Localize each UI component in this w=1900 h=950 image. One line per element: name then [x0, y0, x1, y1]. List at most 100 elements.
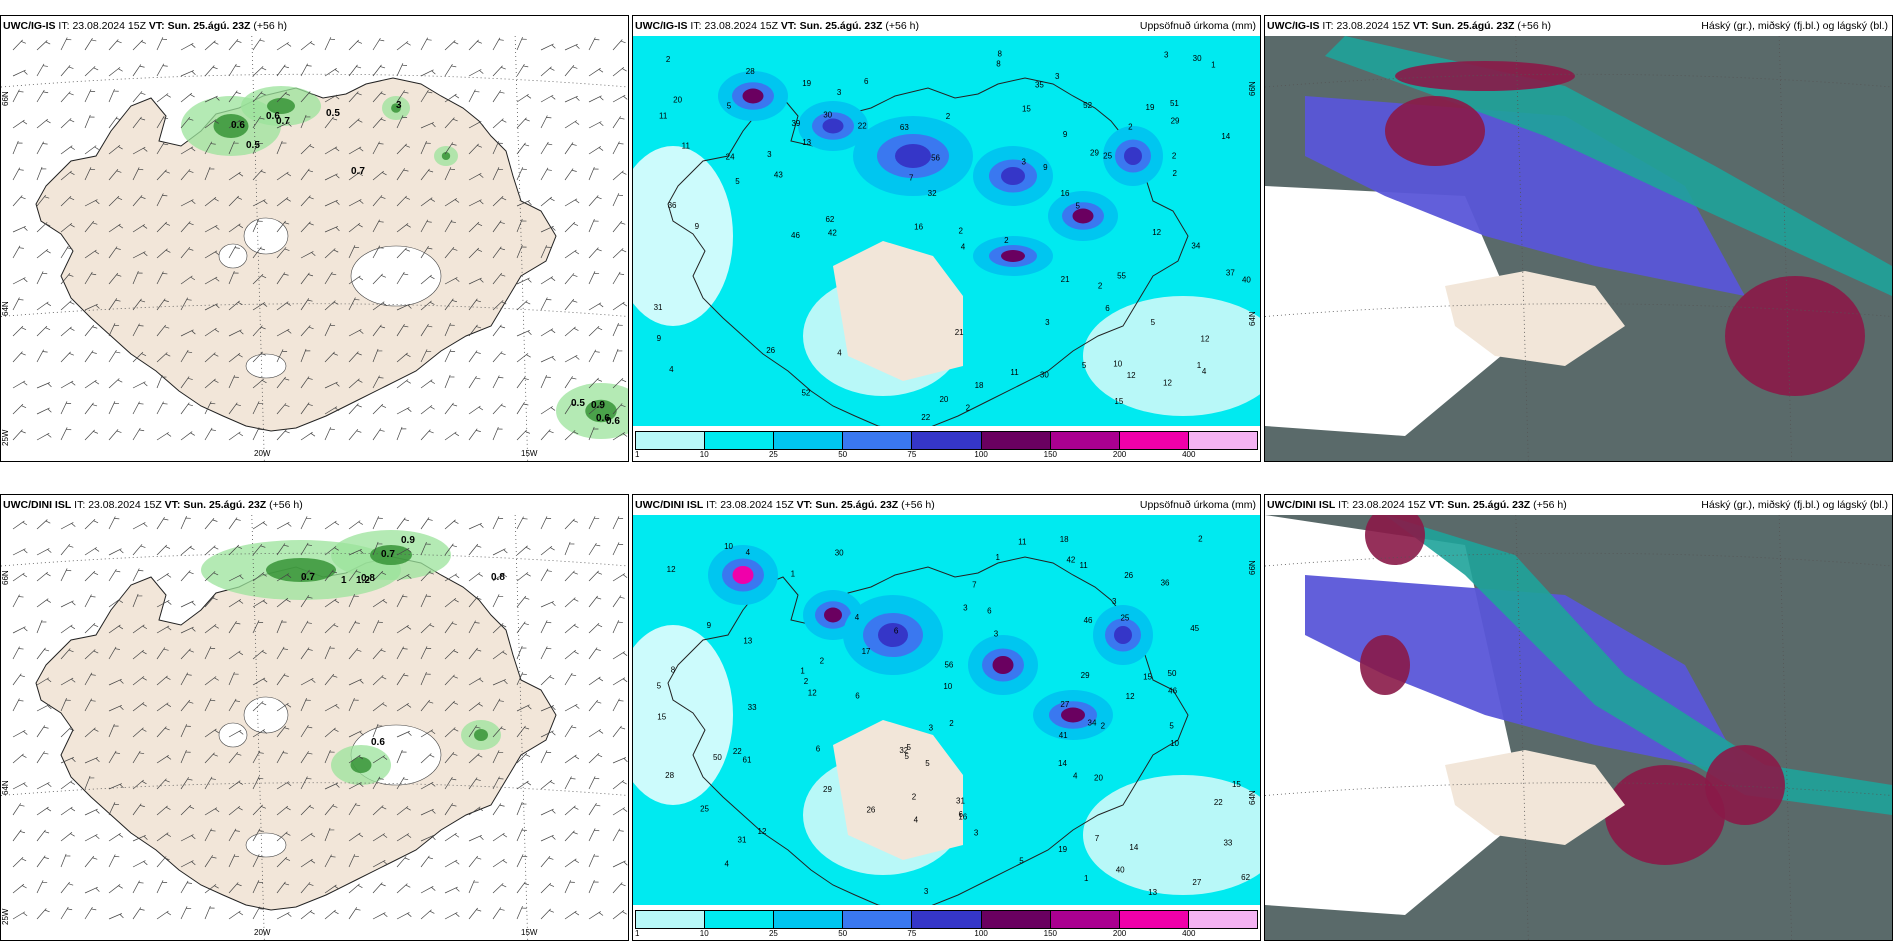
- lon-label: 25W: [1, 908, 10, 925]
- colorbar-box: [705, 911, 775, 928]
- value-label: 55: [1117, 272, 1126, 281]
- value-label: 3: [974, 829, 979, 838]
- value-label: 1: [1084, 874, 1089, 883]
- value-label: 3: [963, 603, 968, 612]
- value-label: 28: [665, 771, 674, 780]
- panel-header: UWC/DINI ISL IT: 23.08.2024 15Z VT: Sun.…: [635, 499, 935, 511]
- value-label: 0.7: [301, 572, 315, 583]
- dry-area: [833, 720, 963, 860]
- value-label: 30: [1040, 371, 1049, 380]
- value-label: 3: [994, 630, 999, 639]
- lat-label: 64N: [1248, 311, 1257, 326]
- colorbar-boxes: [635, 431, 1258, 450]
- value-label: 6: [958, 810, 963, 819]
- colorbar-labels: 1 10 25 50 75 100 150 200 400: [635, 929, 1258, 940]
- value-label: 46: [1168, 687, 1177, 696]
- value-label: 3: [924, 887, 929, 896]
- iceland-land: [35, 77, 557, 432]
- value-label: 18: [1060, 535, 1069, 544]
- colorbar-box: [636, 432, 706, 449]
- value-label: 36: [1161, 578, 1170, 587]
- value-label: 30: [823, 111, 832, 120]
- colorbar-labels: 1 10 25 50 75 100 150 200 400: [635, 450, 1258, 461]
- value-label: 12: [1163, 378, 1172, 387]
- value-label: 0.8: [491, 572, 505, 583]
- accumulated-precip-map-igis: UWC/IG-IS IT: 23.08.2024 15Z VT: Sun. 25…: [632, 15, 1261, 462]
- value-label: 11: [1010, 368, 1019, 377]
- map-area: 14 15 15 22 19 25 50 56 33 40 34 41 28 20 29 27 36 50 26 6 5…: [633, 515, 1260, 911]
- value-label: 2: [1098, 282, 1103, 291]
- lead-time: (+56 h): [253, 20, 287, 32]
- value-label: 4: [725, 860, 730, 869]
- colorbar-boxes: [635, 910, 1258, 929]
- issue-time-label: IT:: [58, 20, 70, 32]
- lead-time: (+56 h): [885, 20, 919, 32]
- value-label: 4: [914, 816, 919, 825]
- valid-time-label: VT:: [1412, 20, 1429, 32]
- valid-time-value: Sun. 25.ágú. 23Z: [167, 20, 251, 32]
- iceland-land: [35, 556, 557, 911]
- value-label: 40: [1116, 865, 1125, 874]
- value-label: 39: [791, 119, 800, 128]
- value-label: 32: [899, 746, 908, 755]
- valid-time-label: VT:: [148, 20, 165, 32]
- value-label: 42: [828, 228, 837, 237]
- value-label: 12: [1201, 334, 1210, 343]
- value-label: 2: [1101, 721, 1106, 730]
- valid-time-value: Sun. 25.ágú. 23Z: [1447, 499, 1531, 511]
- value-label: 19: [1146, 103, 1155, 112]
- value-label: 1.2: [356, 575, 370, 586]
- lat-label: 66N: [1, 91, 10, 106]
- panel-header: UWC/IG-IS IT: 23.08.2024 15Z VT: Sun. 25…: [3, 20, 287, 32]
- colorbar-tick-label: 400: [1182, 450, 1196, 459]
- value-label: 8: [671, 665, 676, 674]
- value-label: 8: [996, 60, 1001, 69]
- mid-cloud: [1325, 36, 1892, 296]
- value-label: 56: [931, 154, 940, 163]
- value-label: 28: [746, 67, 755, 76]
- value-label: 20: [1094, 773, 1103, 782]
- value-label: 56: [944, 660, 953, 669]
- colorbar-tick-label: 200: [1112, 450, 1127, 459]
- value-label: 13: [802, 138, 811, 147]
- panel-title-right: Uppsöfnuð úrkoma (mm): [1139, 499, 1256, 511]
- model-name: UWC/IG-IS: [635, 20, 688, 32]
- wind-precip-map-dini: UWC/DINI ISL IT: 23.08.2024 15Z VT: Sun.…: [0, 494, 629, 941]
- value-label: 3: [767, 150, 772, 159]
- high-cloud-core: [1725, 276, 1865, 396]
- value-label: 2: [1128, 122, 1133, 131]
- colorbar-box: [1188, 432, 1257, 449]
- issue-time-value: 23.08.2024 15Z: [1352, 499, 1426, 511]
- map-area: 0.6 0.7 0.6 0.5 0.5 3 0.7 0.5 0.9 0.6 0.6 66N 64N 25W…: [1, 35, 628, 461]
- value-label: 4: [1202, 367, 1207, 376]
- value-label: 5: [727, 101, 732, 110]
- value-label: 3: [1022, 157, 1027, 166]
- value-label: 5: [925, 759, 930, 768]
- value-label: 10: [1113, 359, 1122, 368]
- value-label: 0.6: [231, 120, 245, 131]
- value-label: 0.9: [401, 535, 415, 546]
- lon-label: 20W: [254, 449, 271, 458]
- value-label: 0.6: [596, 413, 610, 424]
- colorbar-box: [774, 432, 844, 449]
- value-label: 5: [1075, 202, 1080, 211]
- high-cloud-core: [1365, 505, 1425, 565]
- value-label: 61: [743, 756, 752, 765]
- lead-time: (+56 h): [1517, 20, 1551, 32]
- colorbar-tick-label: 150: [1043, 450, 1058, 459]
- dry-area: [833, 241, 963, 381]
- value-label: 2: [804, 677, 809, 686]
- precip-colorbar: 1 10 25 50 75 100 150 200 400: [635, 910, 1258, 938]
- value-label: 26: [1124, 571, 1133, 580]
- value-label: 3: [396, 100, 402, 111]
- glacier: [350, 245, 442, 307]
- colorbar-tick-label: 150: [1043, 929, 1058, 938]
- value-label: 46: [791, 231, 800, 240]
- value-label: 3: [1112, 597, 1117, 606]
- value-label: 20: [673, 95, 682, 104]
- value-label: 2: [1172, 152, 1177, 161]
- value-label: 2: [1004, 236, 1009, 245]
- colorbar-tick-label: 400: [1182, 929, 1196, 938]
- value-label: 4: [1073, 772, 1078, 781]
